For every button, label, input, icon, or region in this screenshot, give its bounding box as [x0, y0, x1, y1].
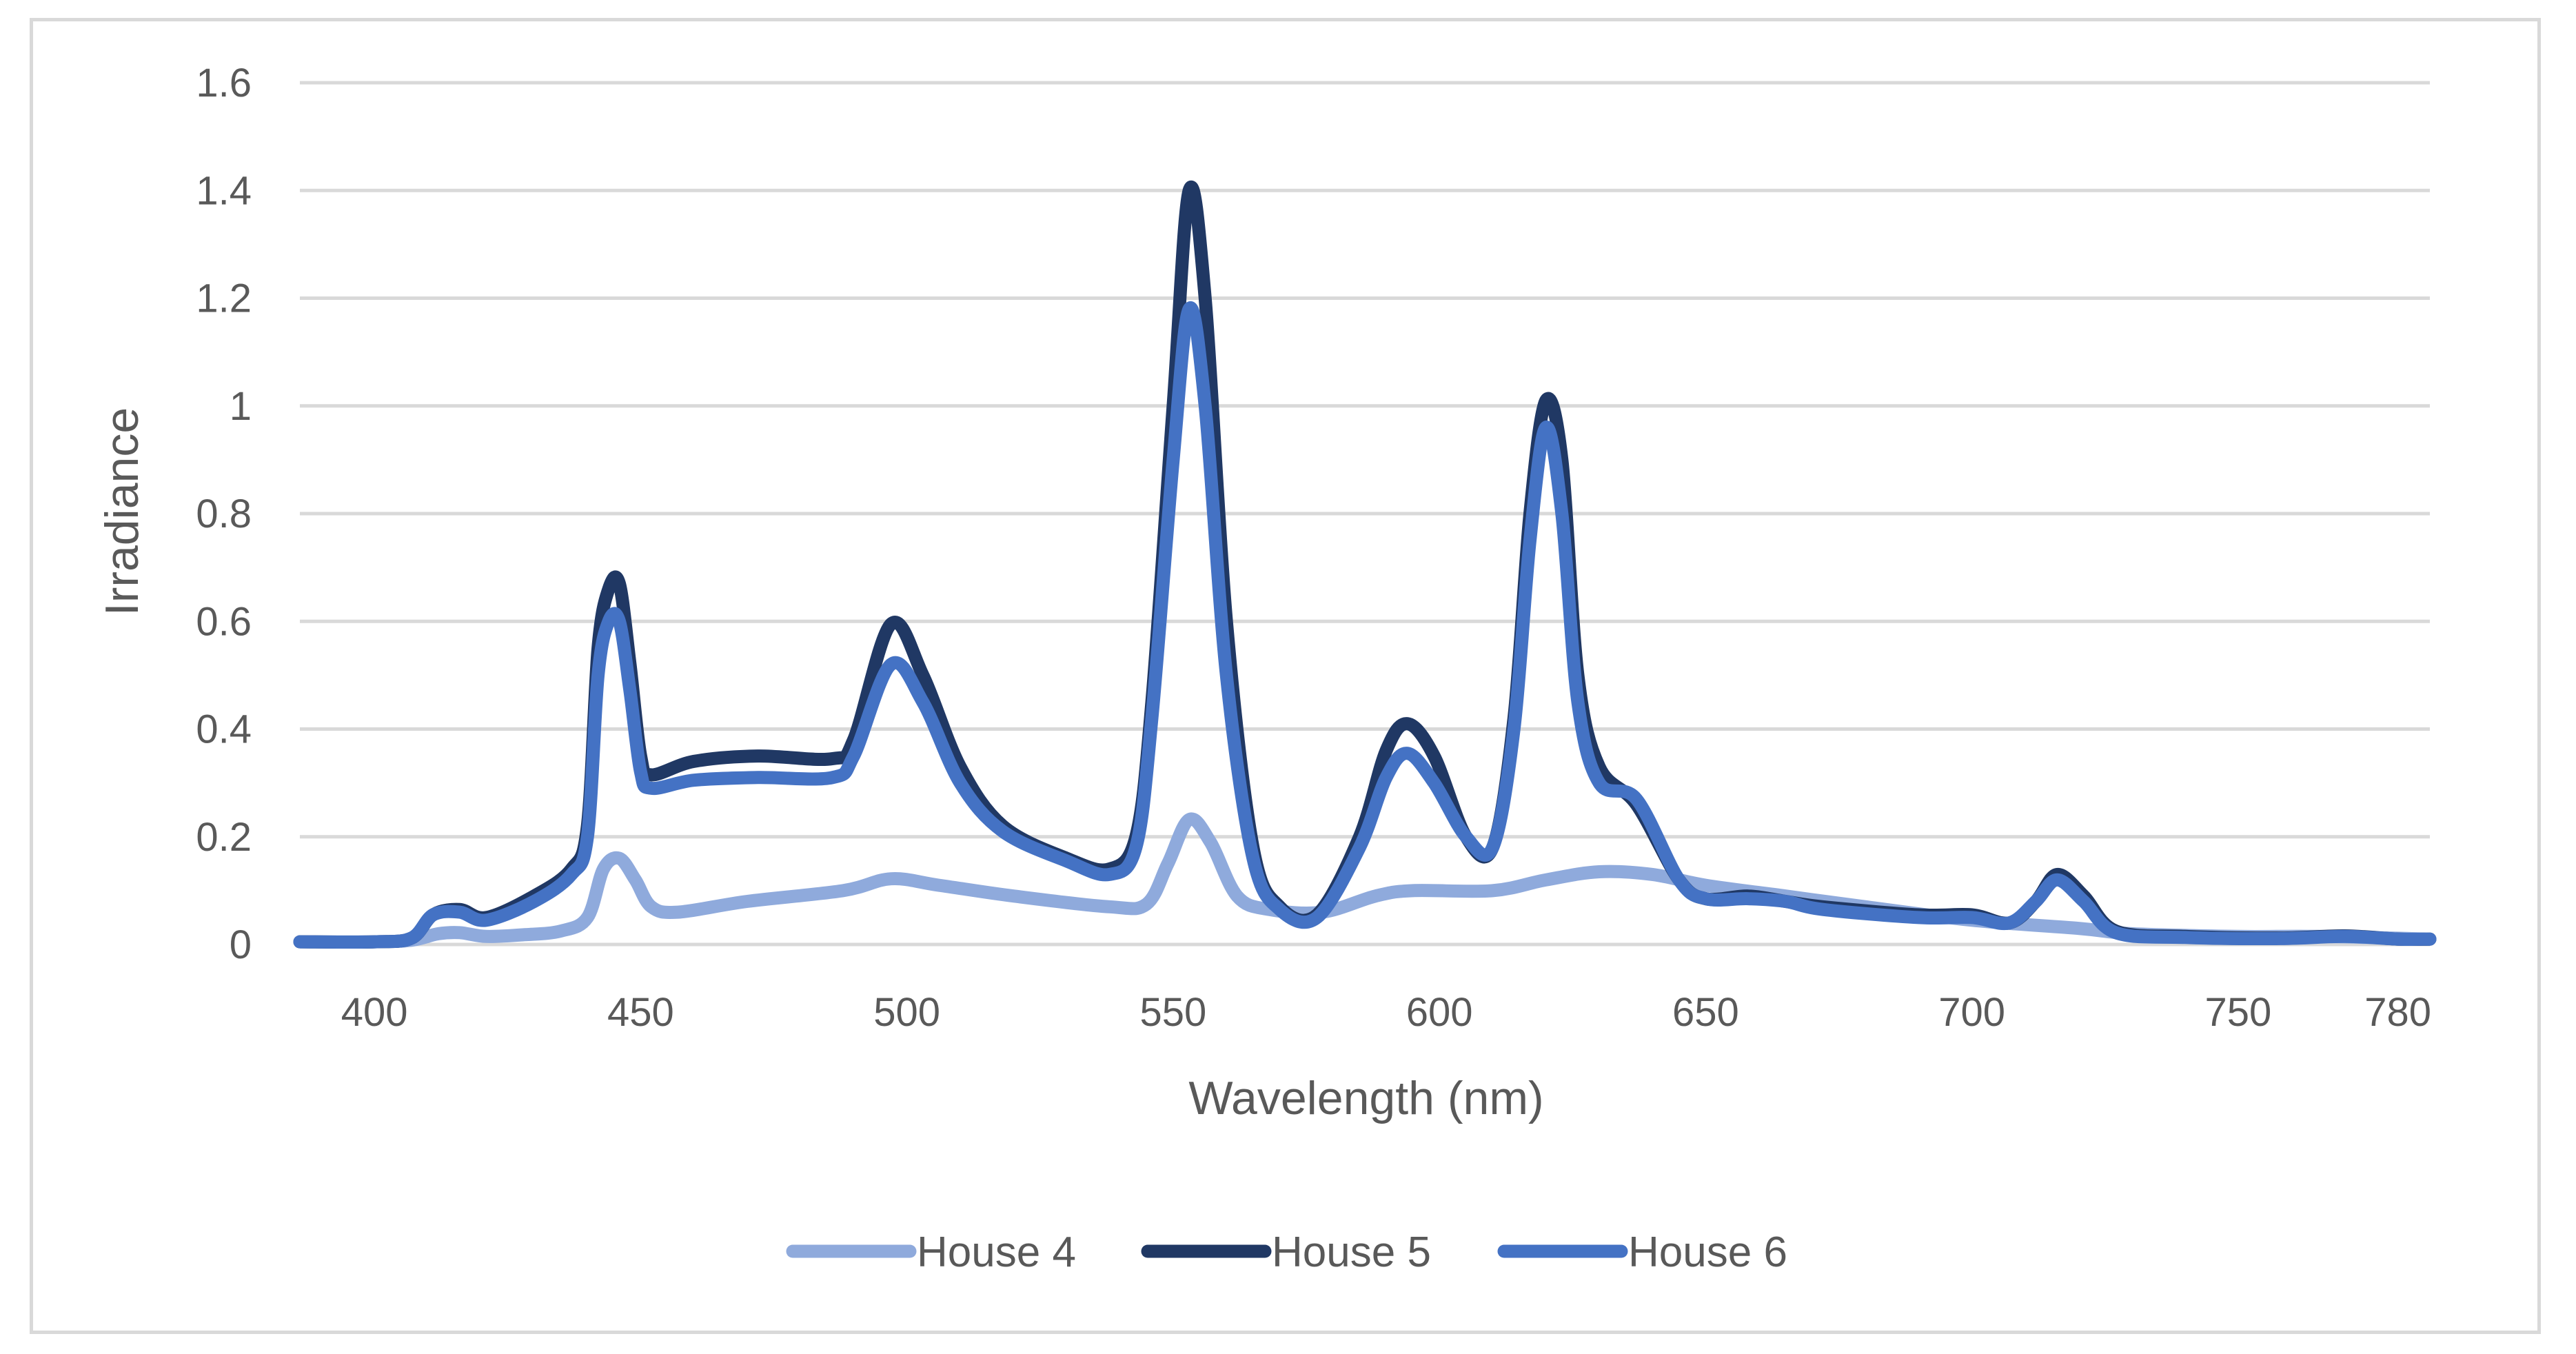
y-tick-label: 1.4 [196, 168, 252, 213]
y-axis-tick-labels: 0 0.2 0.4 0.6 0.8 1 1.2 1.4 1.6 [196, 61, 252, 967]
x-tick-label: 450 [607, 990, 674, 1035]
y-tick-label: 0.8 [196, 492, 252, 536]
series-line-house-6 [293, 301, 2437, 949]
x-tick-label: 650 [1672, 990, 1739, 1035]
gridlines [300, 81, 2430, 947]
x-tick-label: 700 [1938, 990, 2005, 1035]
y-tick-label: 1.6 [196, 61, 252, 105]
y-tick-label: 0.2 [196, 815, 252, 860]
chart-area [30, 18, 2541, 1334]
x-tick-label: 400 [341, 990, 408, 1035]
x-axis-tick-labels: 400 450 500 550 600 650 700 750 780 [341, 990, 2431, 1035]
y-tick-label: 0.6 [196, 599, 252, 644]
x-axis-title: Wavelength (nm) [1188, 1072, 1543, 1124]
legend-label: House 6 [1628, 1229, 1787, 1276]
x-tick-label: 600 [1406, 990, 1473, 1035]
series-lines [293, 180, 2437, 949]
y-axis-title: Irradiance [96, 407, 148, 616]
y-tick-label: 1 [230, 384, 252, 429]
x-tick-label: 550 [1140, 990, 1207, 1035]
legend-label: House 5 [1272, 1229, 1431, 1276]
y-tick-label: 0 [230, 922, 252, 967]
y-tick-label: 1.2 [196, 276, 252, 321]
y-tick-label: 0.4 [196, 707, 252, 752]
x-tick-label: 780 [2364, 990, 2431, 1035]
legend: House 4 House 5 House 6 [786, 1229, 1787, 1276]
legend-label: House 4 [917, 1229, 1076, 1276]
x-tick-label: 500 [873, 990, 940, 1035]
x-tick-label: 750 [2205, 990, 2272, 1035]
